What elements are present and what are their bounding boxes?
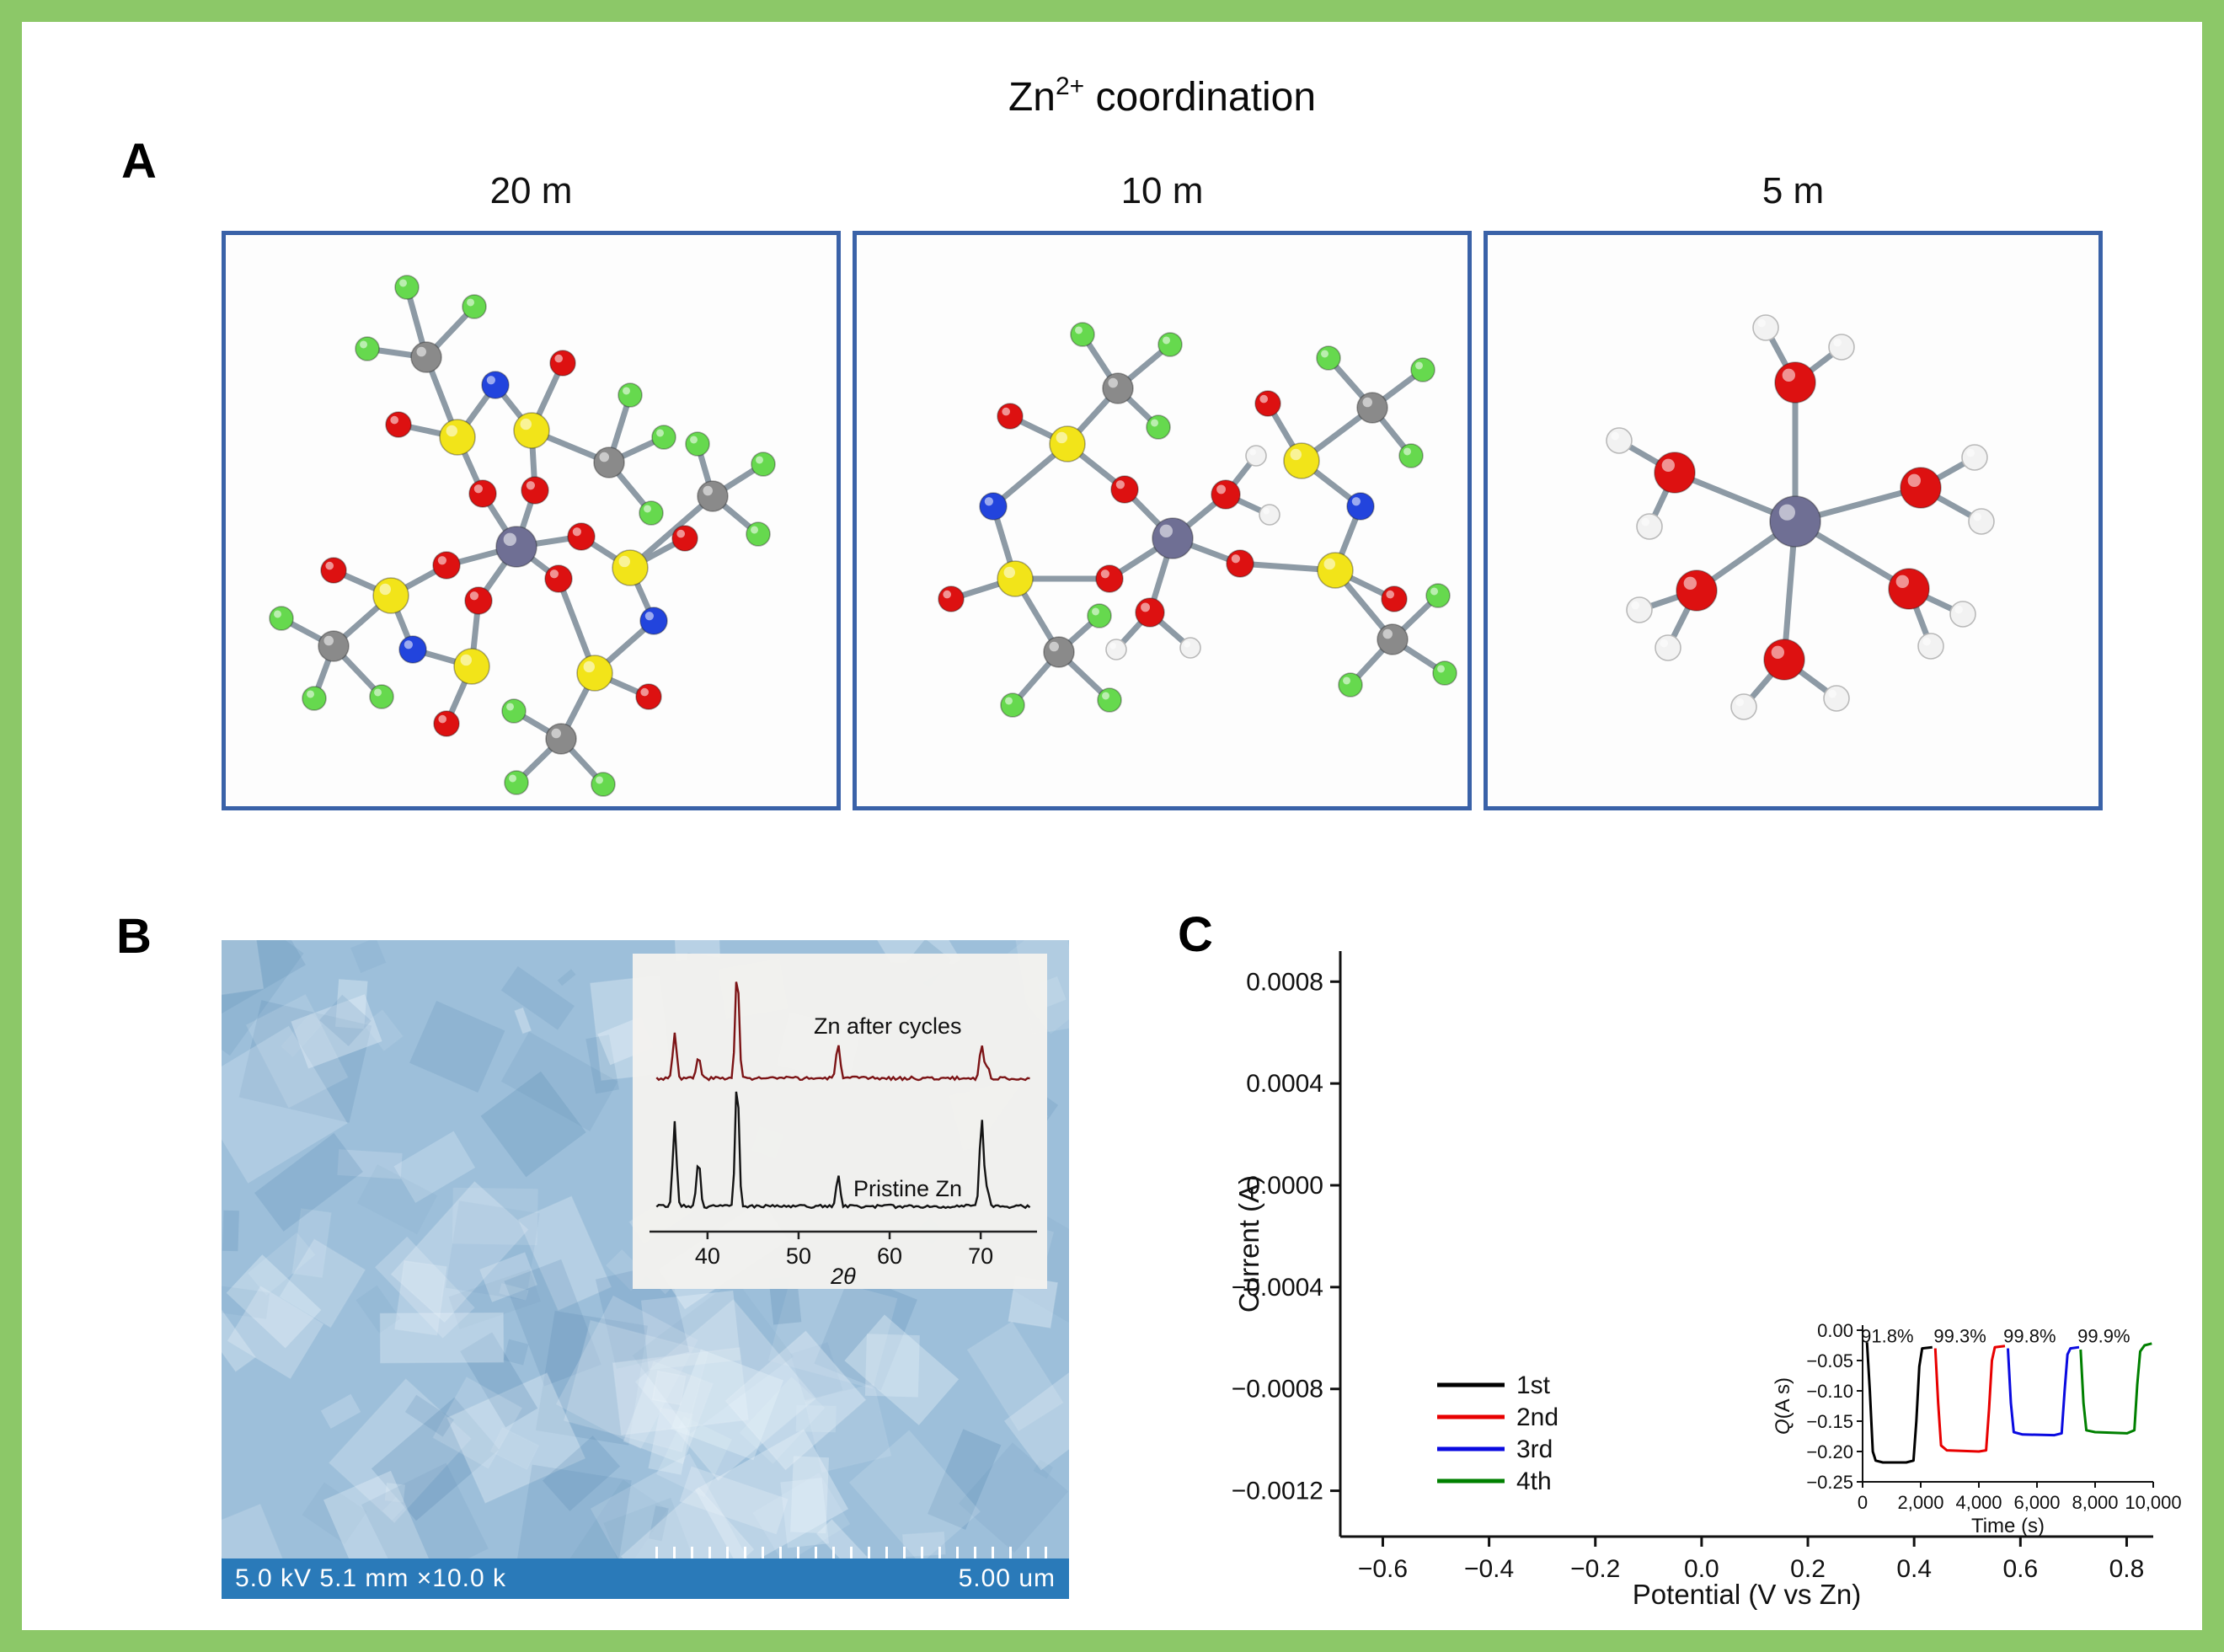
svg-text:0.0008: 0.0008 — [1246, 968, 1323, 996]
svg-text:6,000: 6,000 — [2013, 1492, 2060, 1513]
title-rest: coordination — [1084, 75, 1317, 120]
svg-text:−0.10: −0.10 — [1806, 1381, 1853, 1402]
svg-text:−0.0004: −0.0004 — [1232, 1274, 1323, 1302]
sem-image: 40 50 60 70 2θ Zn after cycles Pristine Zn 5.0… — [222, 940, 1069, 1599]
molecule-10m-graphic — [938, 322, 1457, 718]
legend-label-4th: 4th — [1516, 1468, 1552, 1495]
svg-text:−0.25: −0.25 — [1806, 1472, 1853, 1493]
title-superscript: 2+ — [1055, 72, 1085, 100]
molecule-box-10m — [853, 231, 1472, 810]
xrd-trace-0 — [655, 981, 1030, 1082]
svg-text:8,000: 8,000 — [2072, 1492, 2118, 1513]
panel-a-label: A — [121, 134, 157, 189]
panel-a-title: Zn2+ coordination — [222, 72, 2103, 120]
q-inset-series-2nd — [1933, 1345, 2006, 1453]
svg-text:0.0000: 0.0000 — [1246, 1172, 1323, 1200]
panel-b-label: B — [116, 909, 152, 964]
legend-label-1st: 1st — [1516, 1371, 1551, 1399]
cv-y-axis-label: Current (A) — [1233, 1175, 1264, 1313]
svg-text:0.4: 0.4 — [1896, 1555, 1932, 1583]
xrd-trace-1 — [655, 1091, 1031, 1210]
svg-text:0.2: 0.2 — [1790, 1555, 1826, 1583]
svg-text:60: 60 — [877, 1243, 902, 1269]
svg-text:−0.05: −0.05 — [1806, 1350, 1853, 1371]
q-inset-series-1st — [1865, 1342, 1933, 1464]
svg-text:−0.0012: −0.0012 — [1232, 1478, 1323, 1505]
sem-scale-text: 5.00 um — [958, 1564, 1056, 1592]
q-inset-series-3rd — [2007, 1345, 2080, 1437]
molecule-boxes — [222, 231, 2103, 810]
svg-text:4,000: 4,000 — [1955, 1492, 2002, 1513]
svg-text:70: 70 — [968, 1243, 993, 1269]
q-inset-series-4th — [2079, 1342, 2152, 1435]
xrd-label-pristine: Pristine Zn — [853, 1176, 962, 1201]
xrd-inset: 40 50 60 70 2θ Zn after cycles Pristine Zn — [633, 954, 1047, 1289]
cv-chart-container: 0.0008 0.0004 0.0000 −0.0004 −0.0008 −0.0012 −… — [1227, 930, 2187, 1629]
panel-c-label: C — [1178, 907, 1213, 962]
label-5m: 5 m — [1762, 170, 1825, 211]
molecule-box-20m — [222, 231, 841, 810]
svg-text:−0.4: −0.4 — [1464, 1555, 1514, 1583]
svg-text:0.0004: 0.0004 — [1246, 1070, 1323, 1098]
molecule-graphic-group — [269, 275, 776, 797]
cv-x-axis-label: Potential (V vs Zn) — [1633, 1579, 1861, 1610]
label-20m: 20 m — [489, 170, 573, 211]
label-10m: 10 m — [1120, 170, 1204, 211]
sem-settings-text: 5.0 kV 5.1 mm ×10.0 k — [235, 1564, 506, 1592]
svg-text:2,000: 2,000 — [1897, 1492, 1943, 1513]
svg-text:0: 0 — [1858, 1492, 1868, 1513]
svg-text:0.0: 0.0 — [1684, 1555, 1719, 1583]
q-efficiency-label-1: 99.3% — [1933, 1325, 1986, 1346]
q-efficiency-label-0: 91.8% — [1861, 1325, 1913, 1346]
xrd-chart: 40 50 60 70 2θ Zn after cycles Pristine Zn — [650, 981, 1037, 1289]
svg-text:−0.15: −0.15 — [1806, 1411, 1853, 1432]
svg-text:0.8: 0.8 — [2109, 1555, 2145, 1583]
molecule-graphic-group — [938, 322, 1457, 718]
svg-text:−0.0008: −0.0008 — [1232, 1376, 1323, 1403]
svg-text:0.6: 0.6 — [2002, 1555, 2038, 1583]
q-efficiency-label-2: 99.8% — [2003, 1325, 2056, 1346]
title-base: Zn — [1008, 75, 1056, 120]
molecule-box-5m — [1484, 231, 2103, 810]
svg-text:10,000: 10,000 — [2125, 1492, 2181, 1513]
svg-text:−0.2: −0.2 — [1570, 1555, 1620, 1583]
legend-label-2nd: 2nd — [1516, 1403, 1558, 1431]
q-inset-x-axis-label: Time (s) — [1971, 1515, 2045, 1537]
q-inset-y-axis-label: Q(A s) — [1772, 1377, 1794, 1435]
svg-text:−0.20: −0.20 — [1806, 1441, 1853, 1462]
sem-scale-ticks — [655, 1547, 1061, 1558]
legend-label-3rd: 3rd — [1516, 1435, 1553, 1463]
cv-chart: 0.0008 0.0004 0.0000 −0.0004 −0.0008 −0.0012 −… — [1232, 951, 2182, 1610]
molecule-5m-graphic — [1606, 314, 1995, 720]
svg-text:40: 40 — [695, 1243, 720, 1269]
concentration-labels: 20 m 10 m 5 m — [222, 170, 2103, 212]
q-efficiency-label-3: 99.9% — [2077, 1325, 2130, 1346]
svg-text:−0.6: −0.6 — [1358, 1555, 1408, 1583]
xrd-x-axis-label: 2θ — [830, 1264, 856, 1289]
molecule-graphic-group — [1606, 314, 1995, 720]
sem-info-bar: 5.0 kV 5.1 mm ×10.0 k 5.00 um — [222, 1558, 1069, 1599]
figure-canvas: A Zn2+ coordination 20 m 10 m 5 m B 40 50… — [22, 22, 2202, 1630]
molecule-20m-graphic — [269, 275, 776, 797]
svg-text:50: 50 — [786, 1243, 811, 1269]
svg-text:0.00: 0.00 — [1817, 1320, 1853, 1341]
xrd-label-after-cycles: Zn after cycles — [814, 1013, 962, 1039]
